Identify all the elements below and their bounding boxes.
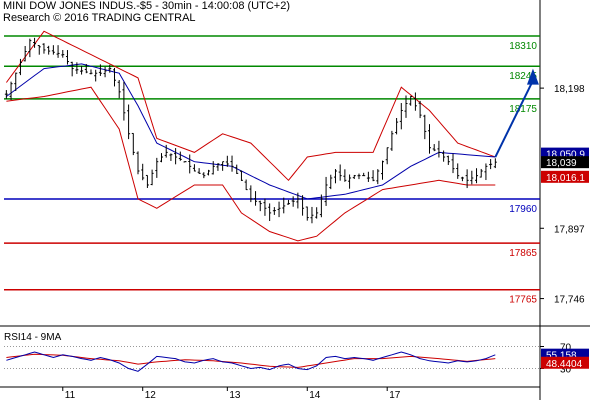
y-tick-label-17,897: 17,897 (554, 224, 585, 235)
x-tick-label-17: 17 (389, 390, 401, 400)
rsi-y-tick-label-30: 30 (560, 365, 572, 376)
chart-subtitle: Research © 2016 TRADING CENTRAL (3, 12, 196, 24)
rsi-ma-line (6, 353, 496, 368)
bollinger-upper (5, 30, 496, 182)
current-price-label: 18,039 (546, 158, 577, 169)
candles-group (4, 37, 497, 224)
x-tick-label-12: 12 (145, 390, 157, 400)
level-label-17765: 17765 (509, 295, 537, 306)
x-tick-label-14: 14 (309, 390, 321, 400)
upper-marker-label: 18,050.9 (546, 150, 585, 161)
rsi-ma-value-label: 48.4404 (546, 359, 583, 370)
level-label-18175: 18175 (509, 104, 537, 115)
bollinger-lower (6, 86, 496, 242)
current-price-box (541, 156, 589, 169)
level-label-17960: 17960 (509, 204, 537, 215)
chart-title: MINI DOW JONES INDUS.-$5 - 30min - 14:00… (3, 0, 290, 12)
projection-arrow (494, 80, 534, 158)
lower-marker-label: 18,016.1 (546, 173, 585, 184)
level-label-18245: 18245 (509, 71, 537, 82)
level-label-17865: 17865 (509, 248, 537, 259)
x-tick-label-11: 11 (65, 390, 76, 400)
lower-marker-box (541, 170, 589, 183)
y-tick-label-17,746: 17,746 (554, 295, 585, 306)
rsi-line (6, 351, 496, 372)
rsi-value-label: 55.158 (546, 351, 577, 362)
rsi-title: RSI14 - 9MA (4, 332, 62, 343)
rsi-ma-value-box (541, 356, 589, 369)
level-label-18310: 18310 (509, 41, 537, 52)
y-tick-label-18,198: 18,198 (554, 84, 585, 95)
x-tick-label-13: 13 (229, 390, 241, 400)
rsi-y-tick-label-70: 70 (560, 343, 572, 354)
projection-arrow-head (526, 68, 539, 85)
moving-average (6, 63, 496, 200)
